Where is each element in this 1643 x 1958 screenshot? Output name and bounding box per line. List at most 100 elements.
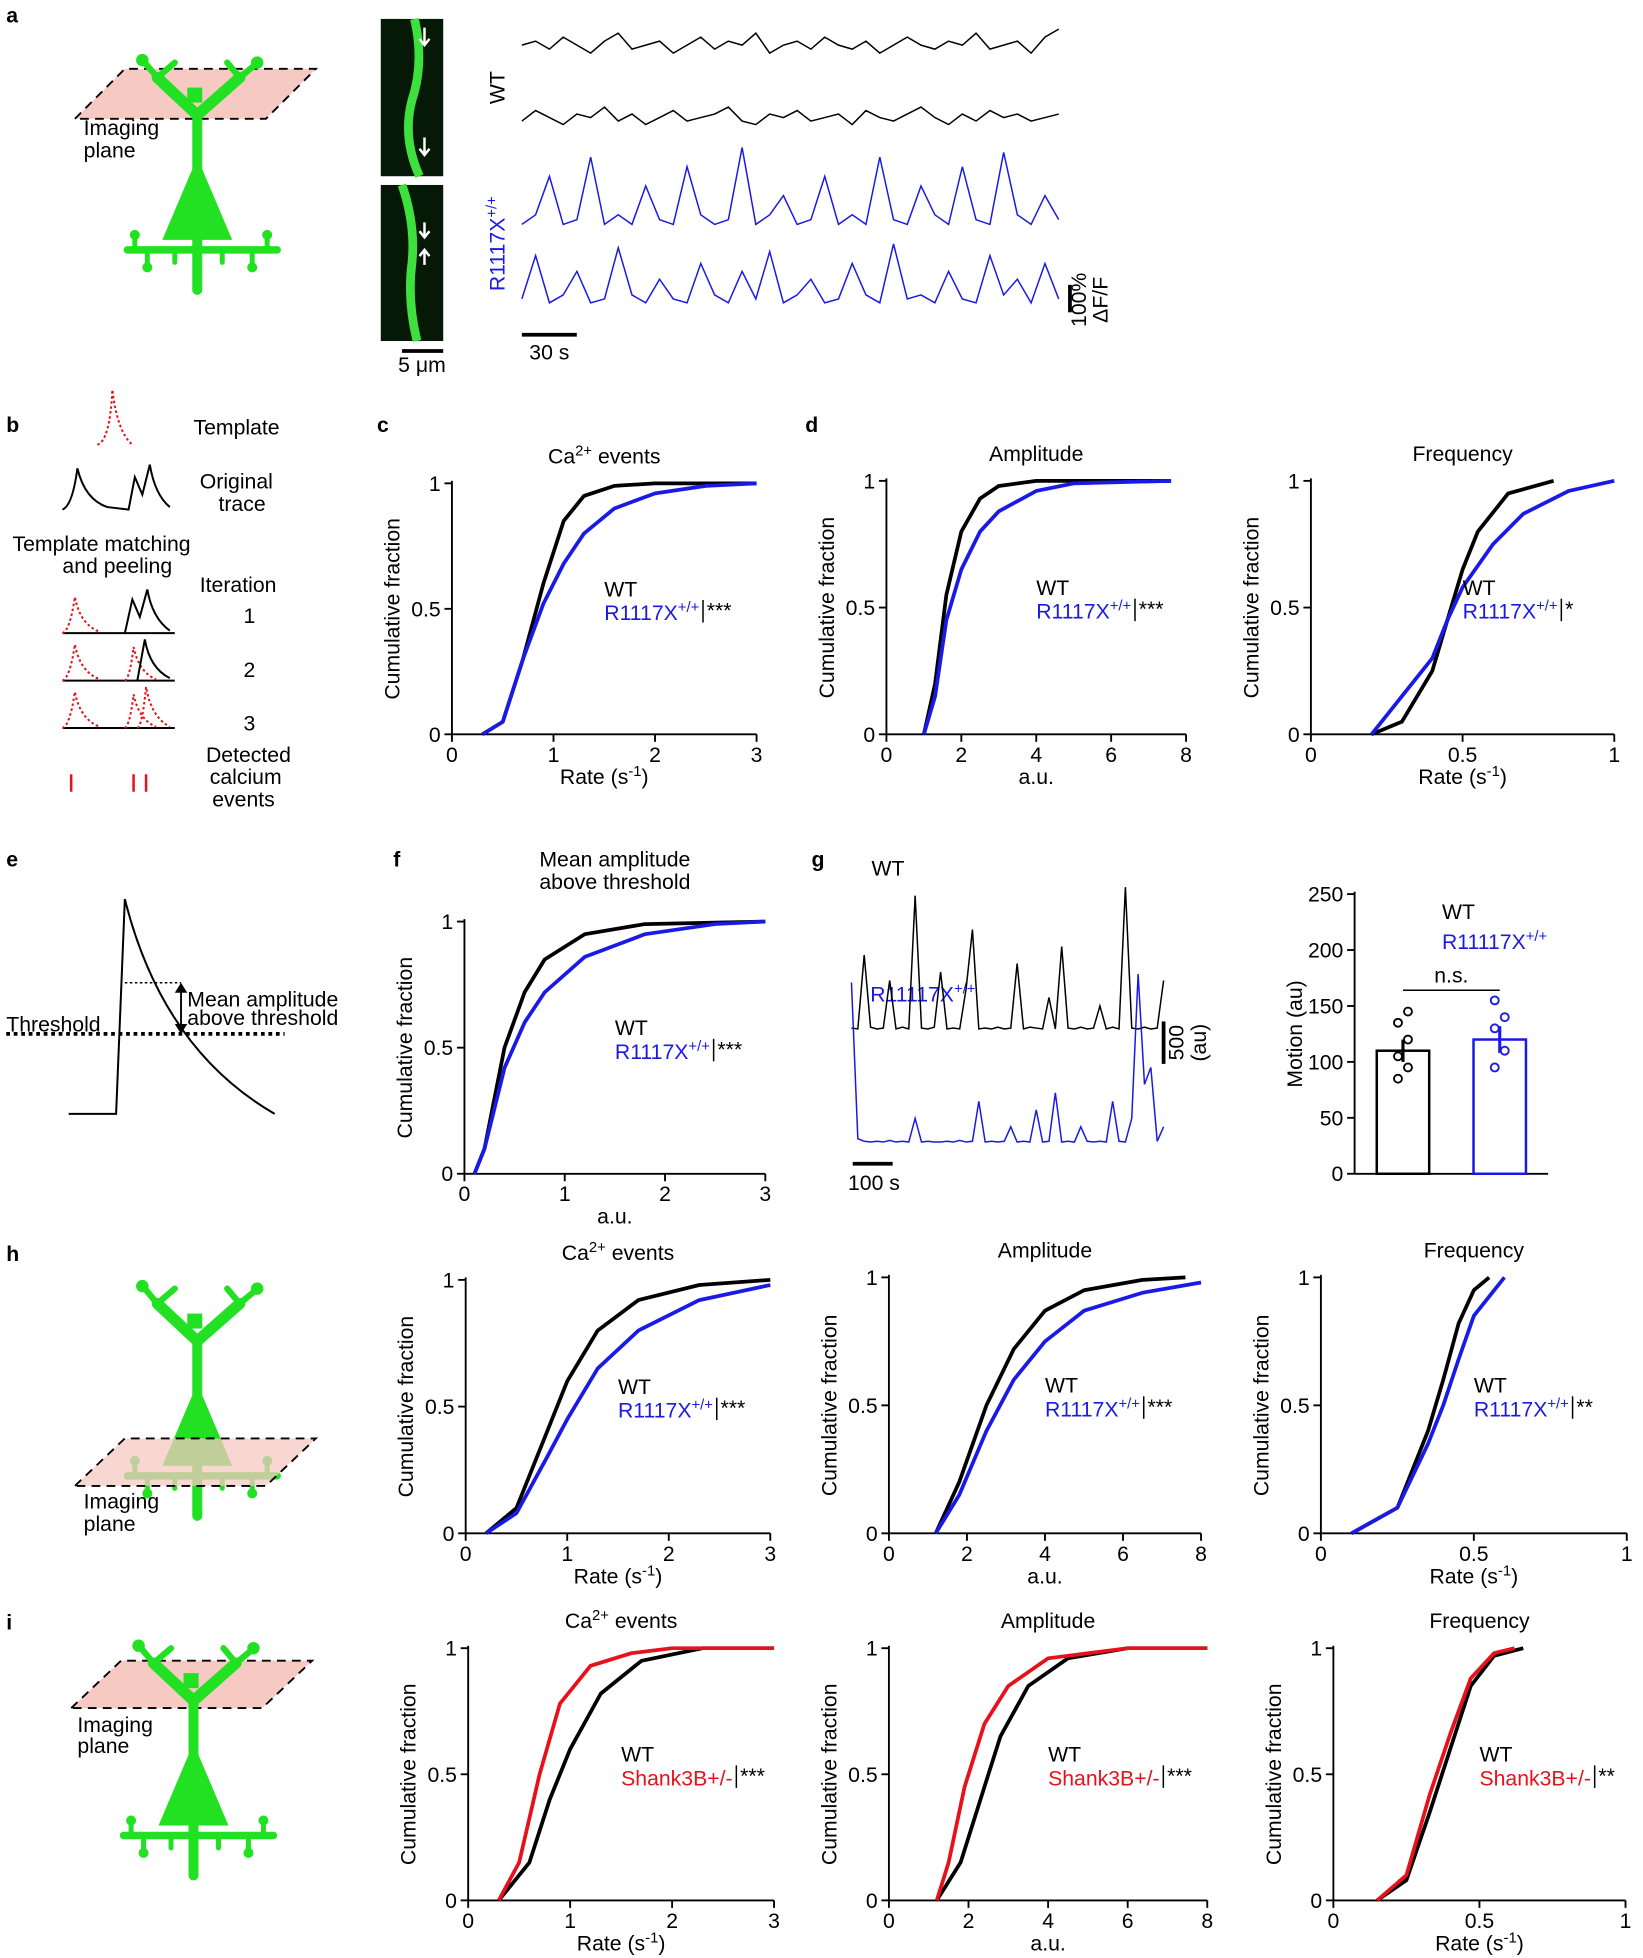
text-run: b (6, 414, 19, 437)
text-run: ΔF/F (1089, 277, 1112, 323)
text-run: events (606, 1242, 674, 1265)
significance: *** (717, 1038, 742, 1061)
text-run: a (6, 5, 18, 28)
text-run: 3 (768, 1910, 780, 1933)
text-run: Cumulative fraction (1240, 517, 1263, 699)
trace (521, 147, 1060, 226)
y-axis-label: Cumulative fraction (398, 1683, 421, 1865)
text-run: WT (1442, 901, 1475, 924)
y-tick-label: 1 (429, 473, 441, 496)
text-run: R1117X (486, 218, 509, 292)
panel-label: g (812, 849, 825, 872)
text-run: ** (1576, 1396, 1593, 1419)
y-tick-label: 0 (1288, 724, 1300, 747)
legend-entry: R1117X+/+ (1036, 599, 1131, 624)
text-run: plane (84, 140, 136, 163)
y-tick-label: 0.5 (1270, 597, 1300, 620)
data-point (1499, 1012, 1510, 1023)
x-tick-label: 3 (751, 744, 763, 767)
x-tick-label: 1 (1620, 1910, 1632, 1933)
text-run: e (6, 849, 18, 872)
text-run: 1 (243, 605, 255, 628)
text-run: Imaging (84, 1490, 159, 1513)
cdf-line (484, 1283, 771, 1535)
y-tick-label: 1 (443, 1269, 455, 1292)
text-run: 1 (1608, 744, 1620, 767)
x-tick-label: 6 (1122, 1910, 1134, 1933)
legend-entry: WT (604, 578, 637, 601)
legend-entry: WT (615, 1017, 648, 1040)
text-run: Amplitude (1001, 1610, 1095, 1633)
legend-entry: WT (621, 1744, 654, 1767)
x-tick-label: 2 (649, 744, 661, 767)
data-point (1403, 1062, 1413, 1073)
label: WT (871, 857, 904, 880)
text-run: WT (1474, 1375, 1507, 1398)
text-run: Amplitude (998, 1239, 1092, 1262)
text-run: 1 (445, 1638, 457, 1661)
threshold-illustration (6, 898, 285, 1115)
label: Template matching (12, 533, 190, 556)
y-tick-label: 0 (866, 1523, 878, 1546)
text-run: +/+ (678, 600, 699, 616)
trace (851, 887, 1165, 1030)
significance: *** (1139, 598, 1164, 621)
text-run: *** (1139, 598, 1164, 621)
text-run: 2 (955, 744, 967, 767)
y-axis-label: Motion (au) (1284, 980, 1307, 1087)
text-run: 0 (883, 1543, 895, 1566)
text-run: ) (655, 1565, 662, 1588)
text-run: -1 (1504, 1930, 1517, 1946)
cdf-line (1370, 479, 1555, 737)
y-tick-label: 1 (445, 1638, 457, 1661)
text-run: ) (1511, 1565, 1518, 1588)
y-axis-label: Cumulative fraction (394, 957, 417, 1139)
label: 500 (1166, 1025, 1189, 1060)
text-run: Ca (562, 1242, 589, 1265)
text-run: 2+ (592, 1608, 609, 1624)
cdf-line (934, 1646, 1208, 1901)
data-point (1489, 1062, 1500, 1073)
text-run: +/+ (1536, 599, 1557, 615)
panel-label: a (6, 5, 18, 28)
text-run: 0 (881, 744, 893, 767)
y-tick-label: 1 (441, 911, 453, 934)
x-tick-label: 0 (460, 1543, 472, 1566)
text-run: +/+ (1119, 1396, 1140, 1412)
panel-label: f (393, 849, 401, 872)
x-tick-label: 0 (459, 1183, 471, 1206)
y-tick-label: 1 (866, 1638, 878, 1661)
x-tick-label: 3 (759, 1183, 771, 1206)
y-tick-label: 0.5 (424, 1037, 454, 1060)
text-run: and peeling (62, 555, 172, 578)
text-run: above threshold (187, 1007, 338, 1030)
cdf-line (922, 478, 1172, 735)
text-run: Cumulative fraction (818, 1315, 841, 1497)
y-axis-label: Cumulative fraction (382, 518, 405, 700)
text-run: plane (84, 1513, 136, 1536)
text-run: 0 (863, 724, 875, 747)
cdf-line (934, 1275, 1186, 1535)
legend-entry: WT (1036, 577, 1069, 600)
text-run: 0 (443, 1523, 455, 1546)
annotation: n.s. (1434, 965, 1468, 988)
dendrite (397, 183, 422, 343)
text-run: WT (615, 1017, 648, 1040)
cdf-line (1375, 1646, 1515, 1902)
text-run: d (805, 414, 818, 437)
y-tick-label: 200 (1308, 940, 1343, 963)
chart-title: Ca2+ events (548, 443, 660, 468)
arrow (418, 27, 431, 265)
chart-title: Frequency (1429, 1610, 1530, 1633)
text-run: Rate (s (1435, 1932, 1503, 1955)
text-run: ) (1517, 1932, 1524, 1955)
text-run: c (377, 414, 389, 437)
text-run: 3 (751, 744, 763, 767)
text-run: R1117X (1045, 1398, 1119, 1421)
chart-title: Frequency (1412, 443, 1513, 466)
text-run: Cumulative fraction (816, 517, 839, 699)
text-run: R11117X (870, 983, 954, 1006)
text-run: 0 (1315, 1543, 1327, 1566)
text-run: *** (707, 600, 732, 623)
